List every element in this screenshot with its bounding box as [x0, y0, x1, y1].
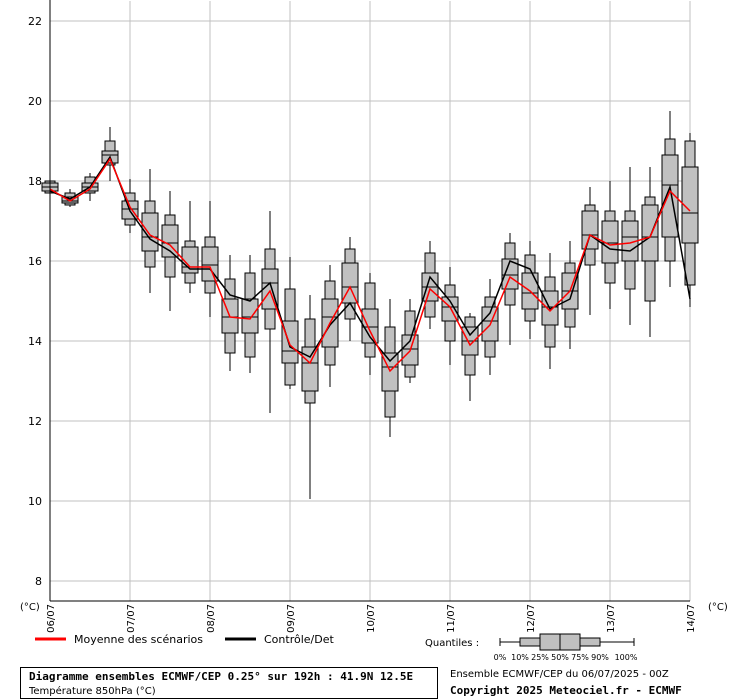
- box-plot: [601, 181, 619, 309]
- y-tick-label: 8: [35, 575, 42, 588]
- y-unit-right: (°C): [708, 602, 728, 613]
- copyright: Copyright 2025 Meteociel.fr - ECMWF: [450, 684, 682, 697]
- x-date-label: 09/07: [286, 604, 297, 633]
- box-plot: [401, 299, 419, 383]
- box-25-75: [581, 210, 599, 250]
- quantile-label: 75%: [571, 653, 589, 662]
- y-tick-label: 18: [28, 175, 42, 188]
- box-plot: [341, 237, 359, 341]
- box-plot: [181, 201, 199, 293]
- y-tick-label: 16: [28, 255, 42, 268]
- x-date-label: 13/07: [606, 604, 617, 633]
- box-plot: [661, 111, 679, 287]
- series-lines: [49, 155, 691, 373]
- box-plot: [501, 233, 519, 345]
- quantile-legend-labels: 0% 10% 25% 50% 75% 90% 100%: [494, 653, 638, 662]
- box-25-75: [661, 154, 679, 238]
- quantile-label: 90%: [591, 653, 609, 662]
- ensemble-date: Ensemble ECMWF/CEP du 06/07/2025 - 00Z: [450, 669, 669, 680]
- box-plot: [221, 255, 239, 371]
- legend-mean-label: Moyenne des scénarios: [74, 633, 203, 646]
- box-plot: [261, 211, 279, 413]
- tick-labels: 8 10 12 14 16 18 20 22 06/07 07/07 08/07 09/07 10/07…: [20, 15, 728, 633]
- box-plot: [421, 241, 439, 329]
- x-date-label: 12/07: [526, 604, 537, 633]
- y-tick-label: 20: [28, 95, 42, 108]
- mean-line: [49, 157, 691, 373]
- box-plot: [621, 167, 639, 325]
- y-tick-label: 10: [28, 495, 42, 508]
- box-plot: [101, 127, 119, 181]
- y-tick-label: 22: [28, 15, 42, 28]
- box-25-75: [361, 308, 379, 344]
- box-plot: [641, 167, 659, 337]
- box-plot: [201, 201, 219, 317]
- box-25-75: [601, 220, 619, 264]
- x-date-label: 10/07: [366, 604, 377, 633]
- box-plot: [281, 257, 299, 389]
- box-25-75: [61, 196, 79, 204]
- box-25-75: [281, 320, 299, 364]
- box-25-75: [241, 298, 259, 334]
- quantile-label: 10%: [511, 653, 529, 662]
- y-tick-label: 14: [28, 335, 42, 348]
- quantile-label: 25%: [531, 653, 549, 662]
- legend-control-label: Contrôle/Det: [264, 633, 334, 646]
- box-25-75: [201, 246, 219, 282]
- box-25-75: [501, 258, 519, 290]
- x-date-label: 07/07: [126, 604, 137, 633]
- box-plot: [561, 241, 579, 349]
- box-plot: [361, 273, 379, 375]
- box-plot: [481, 279, 499, 375]
- quantile-label: 50%: [551, 653, 569, 662]
- caption-subtitle: Température 850hPa (°C): [29, 686, 156, 697]
- box-25-75: [261, 268, 279, 310]
- quantile-legend-title: Quantiles :: [425, 638, 479, 649]
- x-date-label: 11/07: [446, 604, 457, 633]
- box-25-75: [641, 204, 659, 262]
- axes: [49, 0, 690, 602]
- quantile-legend: Quantiles : 0% 10% 25% 50% 75% 90% 100%: [425, 633, 638, 662]
- box-plot: [301, 295, 319, 499]
- caption-box: Diagramme ensembles ECMWF/CEP 0.25° sur …: [20, 667, 438, 699]
- box-plots: [41, 111, 699, 499]
- x-date-label: 06/07: [46, 604, 57, 633]
- box-plot: [441, 267, 459, 365]
- quantile-label: 0%: [494, 653, 507, 662]
- y-unit-left: (°C): [20, 602, 40, 613]
- x-date-label: 14/07: [686, 604, 697, 633]
- y-tick-label: 12: [28, 415, 42, 428]
- quantile-label: 100%: [615, 653, 638, 662]
- box-plot: [241, 255, 259, 373]
- box-plot: [381, 299, 399, 437]
- box-25-75: [681, 166, 699, 244]
- x-date-label: 08/07: [206, 604, 217, 633]
- box-25-75: [301, 346, 319, 392]
- box-plot: [681, 133, 699, 307]
- control-line: [49, 155, 691, 363]
- caption-title: Diagramme ensembles ECMWF/CEP 0.25° sur …: [29, 670, 414, 683]
- legend: Moyenne des scénarios Contrôle/Det: [35, 633, 334, 646]
- box-plot: [521, 241, 539, 339]
